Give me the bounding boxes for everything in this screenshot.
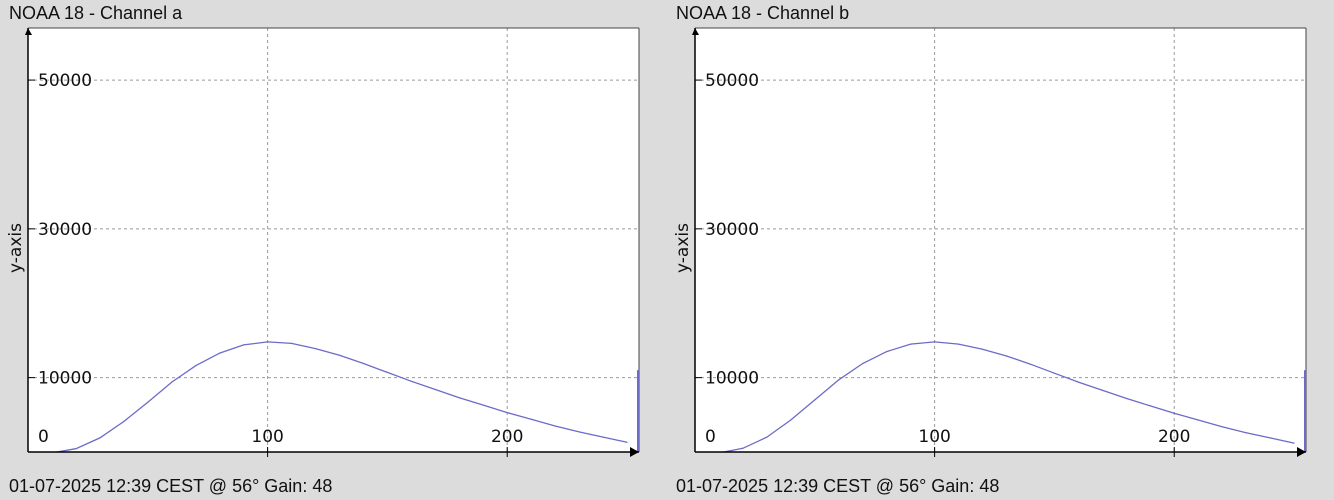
data-point xyxy=(602,436,604,438)
data-point xyxy=(981,348,984,350)
data-point xyxy=(458,397,460,399)
data-point xyxy=(434,388,436,391)
data-point xyxy=(506,411,508,414)
plot-area xyxy=(28,28,639,452)
y-tick-label: 30000 xyxy=(705,220,759,240)
y-tick-label: 0 xyxy=(38,427,49,447)
data-point xyxy=(1125,397,1127,400)
x-axis-arrow xyxy=(1297,447,1306,457)
y-tick-label: 30000 xyxy=(38,220,92,240)
chart-title: NOAA 18 - Channel a xyxy=(9,3,183,23)
data-point xyxy=(99,437,101,439)
data-point xyxy=(290,342,293,344)
data-point xyxy=(482,404,484,406)
chart-title: NOAA 18 - Channel b xyxy=(676,3,850,23)
chart-footer: 01-07-2025 12:39 CEST @ 56° Gain: 48 xyxy=(9,476,333,496)
y-tick-label: 50000 xyxy=(38,71,92,91)
data-point xyxy=(1101,389,1103,391)
data-point xyxy=(171,381,173,383)
data-point xyxy=(314,348,317,350)
x-tick-label: 100 xyxy=(251,427,283,447)
data-point xyxy=(934,341,936,343)
data-point xyxy=(1077,381,1079,383)
data-point xyxy=(1269,437,1271,439)
chart-panel-channel-a: NOAA 18 - Channel a 0 10000 30000 50000 100 2… xyxy=(6,3,640,496)
data-point xyxy=(1029,363,1032,365)
x-tick-label: 200 xyxy=(491,427,523,447)
data-point xyxy=(75,448,77,450)
data-point xyxy=(838,379,840,381)
x-tick-label: 200 xyxy=(1158,427,1190,447)
data-point xyxy=(410,380,412,382)
chart-footer: 01-07-2025 12:39 CEST @ 56° Gain: 48 xyxy=(676,476,1000,496)
data-point xyxy=(554,425,556,427)
y-axis-arrow xyxy=(692,28,699,35)
y-axis-arrow xyxy=(25,28,32,35)
y-axis-label: y-axis xyxy=(673,223,693,273)
data-point xyxy=(578,431,580,433)
data-point xyxy=(1245,432,1247,434)
data-point xyxy=(1173,412,1175,414)
data-point xyxy=(267,341,269,343)
data-point xyxy=(386,371,389,374)
data-point xyxy=(219,352,221,354)
data-point xyxy=(790,419,792,421)
data-point xyxy=(1293,442,1295,444)
data-point xyxy=(910,343,912,345)
x-axis-arrow xyxy=(630,447,639,457)
plot-area xyxy=(695,28,1306,452)
chart-channel-a: 0 10000 30000 50000 100 200 y-axis xyxy=(6,27,640,457)
data-point xyxy=(957,343,960,345)
y-tick-label: 50000 xyxy=(705,71,759,91)
data-point xyxy=(814,399,816,401)
data-point xyxy=(147,401,149,403)
data-point xyxy=(742,447,744,449)
data-point xyxy=(626,441,628,443)
chart-channel-b: 0 10000 30000 50000 100 200 y-axis xyxy=(673,27,1307,457)
data-point xyxy=(338,354,341,356)
data-point xyxy=(243,344,245,346)
x-tick-label: 100 xyxy=(918,427,950,447)
chart-panel-channel-b: NOAA 18 - Channel b 0 10000 30000 50000 100 2… xyxy=(667,0,1334,500)
data-point xyxy=(862,362,864,365)
y-axis-label: y-axis xyxy=(6,223,26,273)
data-point xyxy=(766,436,768,438)
data-point xyxy=(123,420,125,423)
data-point xyxy=(1197,419,1199,421)
data-point xyxy=(530,418,532,420)
data-point xyxy=(886,350,888,353)
data-point xyxy=(1053,372,1056,374)
data-point xyxy=(195,365,197,367)
data-point xyxy=(362,362,365,365)
y-tick-label: 10000 xyxy=(705,369,759,389)
data-point xyxy=(1005,355,1008,357)
data-point xyxy=(1149,405,1151,407)
data-point xyxy=(1221,426,1223,428)
y-tick-label: 0 xyxy=(705,427,716,447)
y-tick-label: 10000 xyxy=(38,369,92,389)
